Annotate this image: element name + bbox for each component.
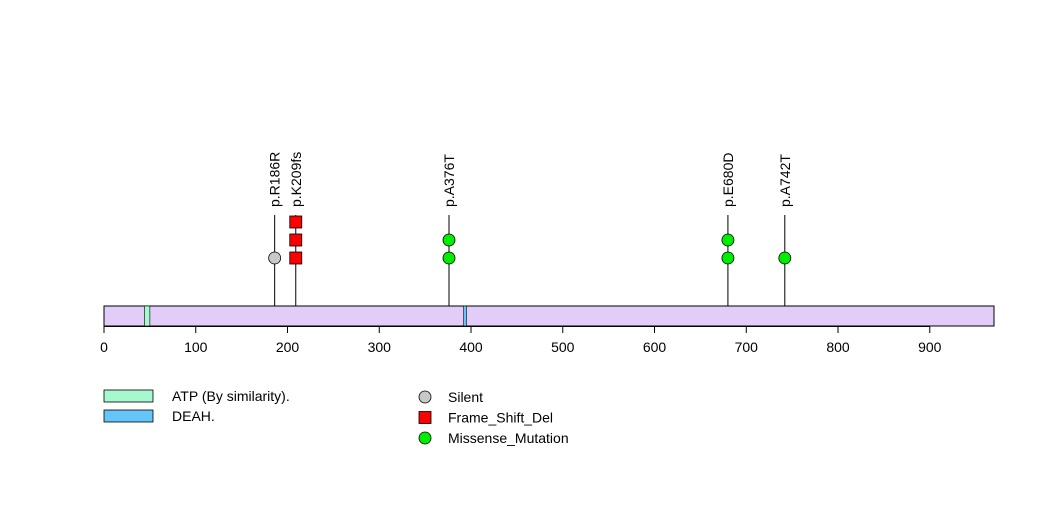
mutation-marker-square (289, 215, 303, 229)
x-tick-label: 400 (459, 339, 483, 355)
legend-type-label: Missense_Mutation (448, 430, 569, 446)
legend-domain-label: DEAH. (172, 408, 215, 424)
domains-layer (103, 305, 995, 327)
legend: ATP (By similarity). DEAH. Silent Frame_Shi… (103, 388, 569, 446)
protein-bar (103, 305, 995, 327)
legend-domain-swatch (103, 409, 154, 423)
mutation-label: p.R186R (267, 152, 283, 207)
mutation-marker-circle (442, 251, 456, 265)
x-axis: 0 100 200 300 400 500 600 700 800 900 (100, 326, 942, 355)
x-tick-label: 900 (918, 339, 942, 355)
x-tick-label: 100 (184, 339, 208, 355)
legend-type-label: Silent (448, 389, 483, 405)
mutation-label: p.A376T (441, 154, 457, 207)
x-tick-label: 500 (551, 339, 575, 355)
mutation-marker-square (289, 251, 303, 265)
domain-1 (144, 305, 151, 327)
mutation-marker-circle (442, 233, 456, 247)
mutation-marker-circle (268, 251, 282, 265)
mutation-marker-circle (778, 251, 792, 265)
mutation-label: p.E680D (720, 153, 736, 207)
legend-type-circle (418, 390, 432, 404)
x-tick-label: 800 (826, 339, 850, 355)
x-tick-label: 200 (276, 339, 300, 355)
legend-domain-swatch (103, 389, 154, 403)
mutation-label: p.K209fs (288, 152, 304, 207)
x-tick-label: 0 (100, 339, 108, 355)
legend-type-circle (418, 431, 432, 445)
x-tick-label: 700 (735, 339, 759, 355)
mutations-layer: p.R186R p.K209fs p.A376T p.E680D p.A742T (267, 152, 793, 306)
domain-2 (463, 305, 467, 327)
mutation-marker-circle (721, 233, 735, 247)
mutation-label: p.A742T (777, 154, 793, 207)
x-tick-label: 300 (368, 339, 392, 355)
mutation-marker-square (289, 233, 303, 247)
legend-type-square (418, 411, 432, 424)
legend-type-label: Frame_Shift_Del (448, 410, 553, 426)
x-tick-label: 600 (643, 339, 667, 355)
mutation-marker-circle (721, 251, 735, 265)
legend-domain-label: ATP (By similarity). (172, 388, 290, 404)
